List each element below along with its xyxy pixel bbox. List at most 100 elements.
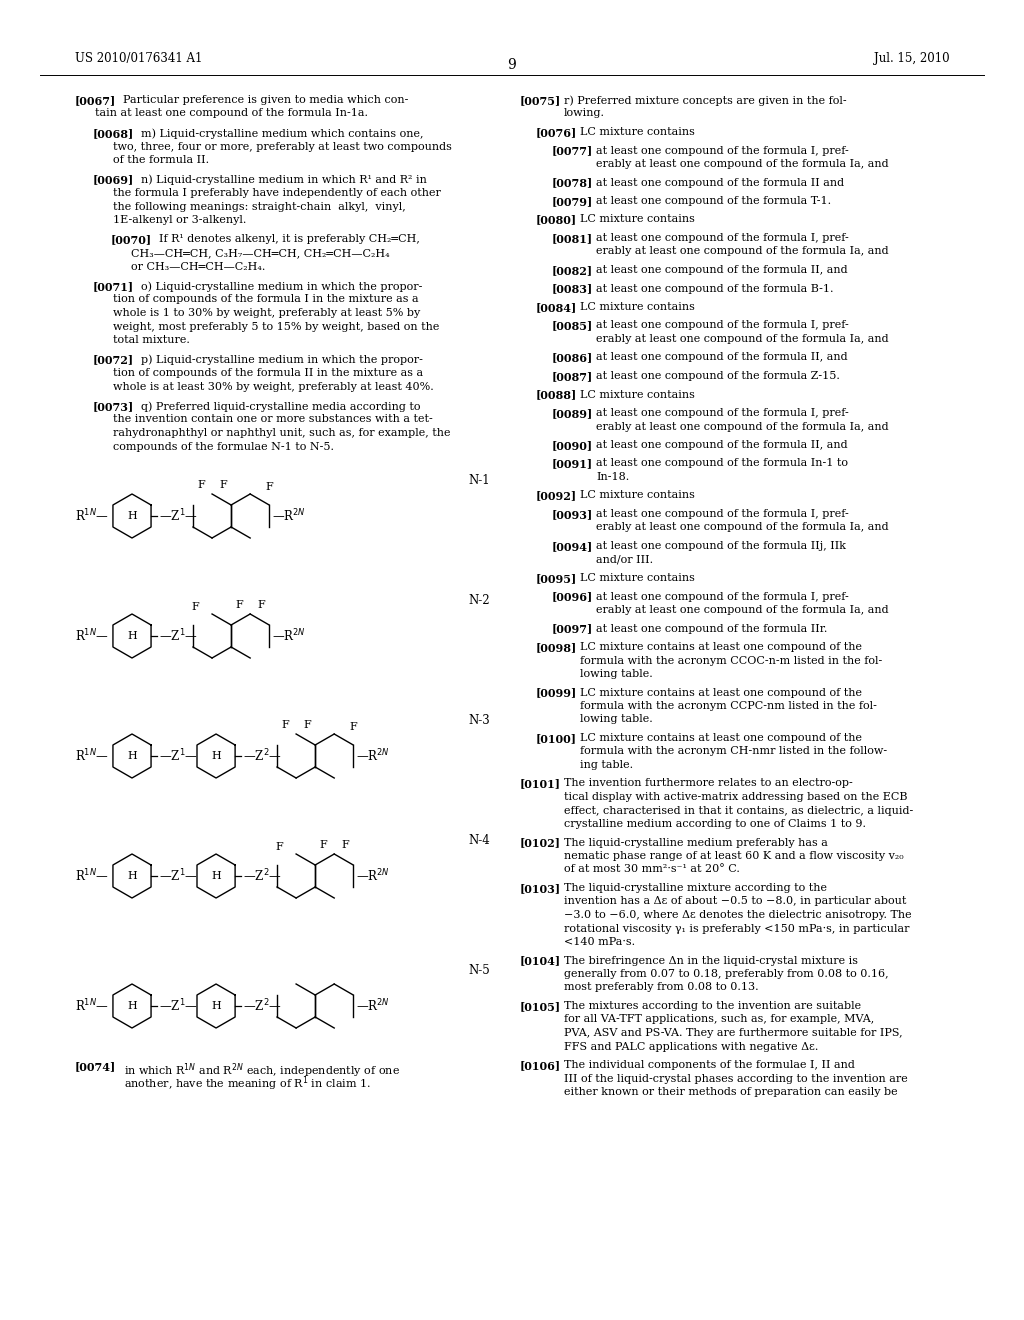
Text: F: F (191, 602, 199, 611)
Text: —Z$^1$—: —Z$^1$— (159, 508, 198, 524)
Text: [0070]: [0070] (111, 235, 153, 246)
Text: —R$^{2N}$: —R$^{2N}$ (356, 867, 390, 884)
Text: [0088]: [0088] (536, 389, 578, 400)
Text: [0073]: [0073] (93, 401, 134, 412)
Text: [0087]: [0087] (552, 371, 593, 381)
Text: effect, characterised in that it contains, as dielectric, a liquid-: effect, characterised in that it contain… (564, 805, 913, 816)
Text: at least one compound of the formula IIj, IIk: at least one compound of the formula IIj… (596, 541, 846, 550)
Text: F: F (349, 722, 357, 731)
Text: most preferably from 0.08 to 0.13.: most preferably from 0.08 to 0.13. (564, 982, 759, 993)
Text: H: H (127, 1001, 137, 1011)
Text: [0086]: [0086] (552, 352, 593, 363)
Text: F: F (275, 842, 283, 851)
Text: at least one compound of the formula II, and: at least one compound of the formula II,… (596, 265, 848, 275)
Text: [0090]: [0090] (552, 440, 593, 451)
Text: —Z$^2$—: —Z$^2$— (243, 998, 282, 1014)
Text: erably at least one compound of the formula Ia, and: erably at least one compound of the form… (596, 605, 889, 615)
Text: LC mixture contains: LC mixture contains (580, 573, 695, 583)
Text: [0099]: [0099] (536, 688, 578, 698)
Text: N-4: N-4 (468, 834, 490, 847)
Text: [0077]: [0077] (552, 145, 593, 157)
Text: —Z$^1$—: —Z$^1$— (159, 747, 198, 764)
Text: [0085]: [0085] (552, 321, 593, 331)
Text: [0080]: [0080] (536, 214, 578, 226)
Text: LC mixture contains at least one compound of the: LC mixture contains at least one compoun… (580, 688, 862, 697)
Text: at least one compound of the formula I, pref-: at least one compound of the formula I, … (596, 591, 849, 602)
Text: at least one compound of the formula B-1.: at least one compound of the formula B-1… (596, 284, 834, 293)
Text: in which R$^{1N}$ and R$^{2N}$ each, independently of one: in which R$^{1N}$ and R$^{2N}$ each, ind… (124, 1061, 400, 1080)
Text: R$^{1N}$—: R$^{1N}$— (75, 747, 109, 764)
Text: —Z$^1$—: —Z$^1$— (159, 998, 198, 1014)
Text: PVA, ASV and PS-VA. They are furthermore suitable for IPS,: PVA, ASV and PS-VA. They are furthermore… (564, 1028, 902, 1038)
Text: at least one compound of the formula I, pref-: at least one compound of the formula I, … (596, 234, 849, 243)
Text: [0102]: [0102] (520, 837, 561, 849)
Text: LC mixture contains: LC mixture contains (580, 389, 695, 400)
Text: weight, most preferably 5 to 15% by weight, based on the: weight, most preferably 5 to 15% by weig… (113, 322, 439, 331)
Text: N-2: N-2 (468, 594, 490, 607)
Text: [0104]: [0104] (520, 956, 561, 966)
Text: F: F (282, 719, 289, 730)
Text: —R$^{2N}$: —R$^{2N}$ (356, 747, 390, 764)
Text: [0105]: [0105] (520, 1001, 561, 1012)
Text: compounds of the formulae N-1 to N-5.: compounds of the formulae N-1 to N-5. (113, 441, 334, 451)
Text: two, three, four or more, preferably at least two compounds: two, three, four or more, preferably at … (113, 141, 452, 152)
Text: [0106]: [0106] (520, 1060, 561, 1071)
Text: [0098]: [0098] (536, 642, 578, 653)
Text: rahydronaphthyl or naphthyl unit, such as, for example, the: rahydronaphthyl or naphthyl unit, such a… (113, 428, 451, 438)
Text: —R$^{2N}$: —R$^{2N}$ (272, 508, 306, 524)
Text: [0101]: [0101] (520, 779, 561, 789)
Text: [0076]: [0076] (536, 127, 578, 139)
Text: LC mixture contains: LC mixture contains (580, 127, 695, 137)
Text: N-1: N-1 (468, 474, 490, 487)
Text: In-18.: In-18. (596, 473, 630, 482)
Text: —Z$^1$—: —Z$^1$— (159, 867, 198, 884)
Text: N-3: N-3 (468, 714, 490, 727)
Text: The individual components of the formulae I, II and: The individual components of the formula… (564, 1060, 855, 1071)
Text: R$^{1N}$—: R$^{1N}$— (75, 998, 109, 1014)
Text: erably at least one compound of the formula Ia, and: erably at least one compound of the form… (596, 334, 889, 345)
Text: tical display with active-matrix addressing based on the ECB: tical display with active-matrix address… (564, 792, 907, 803)
Text: at least one compound of the formula II, and: at least one compound of the formula II,… (596, 440, 848, 450)
Text: at least one compound of the formula II, and: at least one compound of the formula II,… (596, 352, 848, 363)
Text: nematic phase range of at least 60 K and a flow viscosity v₂₀: nematic phase range of at least 60 K and… (564, 851, 903, 861)
Text: F: F (236, 599, 243, 610)
Text: —Z$^2$—: —Z$^2$— (243, 867, 282, 884)
Text: [0069]: [0069] (93, 174, 134, 186)
Text: [0094]: [0094] (552, 541, 593, 552)
Text: [0100]: [0100] (536, 733, 577, 744)
Text: lowing table.: lowing table. (580, 669, 652, 678)
Text: at least one compound of the formula I, pref-: at least one compound of the formula I, … (596, 408, 849, 418)
Text: Particular preference is given to media which con-: Particular preference is given to media … (123, 95, 409, 106)
Text: H: H (127, 631, 137, 642)
Text: erably at least one compound of the formula Ia, and: erably at least one compound of the form… (596, 421, 889, 432)
Text: the formula I preferably have independently of each other: the formula I preferably have independen… (113, 187, 441, 198)
Text: at least one compound of the formula II and: at least one compound of the formula II … (596, 177, 844, 187)
Text: [0067]: [0067] (75, 95, 117, 106)
Text: The liquid-crystalline mixture according to the: The liquid-crystalline mixture according… (564, 883, 827, 894)
Text: H: H (211, 871, 221, 880)
Text: III of the liquid-crystal phases according to the invention are: III of the liquid-crystal phases accordi… (564, 1073, 907, 1084)
Text: —Z$^1$—: —Z$^1$— (159, 628, 198, 644)
Text: erably at least one compound of the formula Ia, and: erably at least one compound of the form… (596, 523, 889, 532)
Text: tion of compounds of the formula I in the mixture as a: tion of compounds of the formula I in th… (113, 294, 419, 305)
Text: [0084]: [0084] (536, 302, 578, 313)
Text: [0079]: [0079] (552, 195, 593, 207)
Text: o) Liquid-crystalline medium in which the propor-: o) Liquid-crystalline medium in which th… (141, 281, 422, 292)
Text: at least one compound of the formula T-1.: at least one compound of the formula T-1… (596, 195, 831, 206)
Text: [0103]: [0103] (520, 883, 561, 894)
Text: F: F (265, 482, 273, 492)
Text: q) Preferred liquid-crystalline media according to: q) Preferred liquid-crystalline media ac… (141, 401, 421, 412)
Text: ing table.: ing table. (580, 760, 633, 770)
Text: or CH₃—CH═CH—C₂H₄.: or CH₃—CH═CH—C₂H₄. (131, 261, 265, 272)
Text: n) Liquid-crystalline medium in which R¹ and R² in: n) Liquid-crystalline medium in which R¹… (141, 174, 427, 185)
Text: another, have the meaning of R$^1$ in claim 1.: another, have the meaning of R$^1$ in cl… (124, 1074, 371, 1093)
Text: US 2010/0176341 A1: US 2010/0176341 A1 (75, 51, 203, 65)
Text: FFS and PALC applications with negative Δε.: FFS and PALC applications with negative … (564, 1041, 818, 1052)
Text: R$^{1N}$—: R$^{1N}$— (75, 867, 109, 884)
Text: erably at least one compound of the formula Ia, and: erably at least one compound of the form… (596, 247, 889, 256)
Text: H: H (127, 751, 137, 762)
Text: of at most 30 mm²·s⁻¹ at 20° C.: of at most 30 mm²·s⁻¹ at 20° C. (564, 865, 740, 874)
Text: formula with the acronym CCPC-nm listed in the fol-: formula with the acronym CCPC-nm listed … (580, 701, 877, 711)
Text: [0083]: [0083] (552, 284, 593, 294)
Text: whole is 1 to 30% by weight, preferably at least 5% by: whole is 1 to 30% by weight, preferably … (113, 308, 420, 318)
